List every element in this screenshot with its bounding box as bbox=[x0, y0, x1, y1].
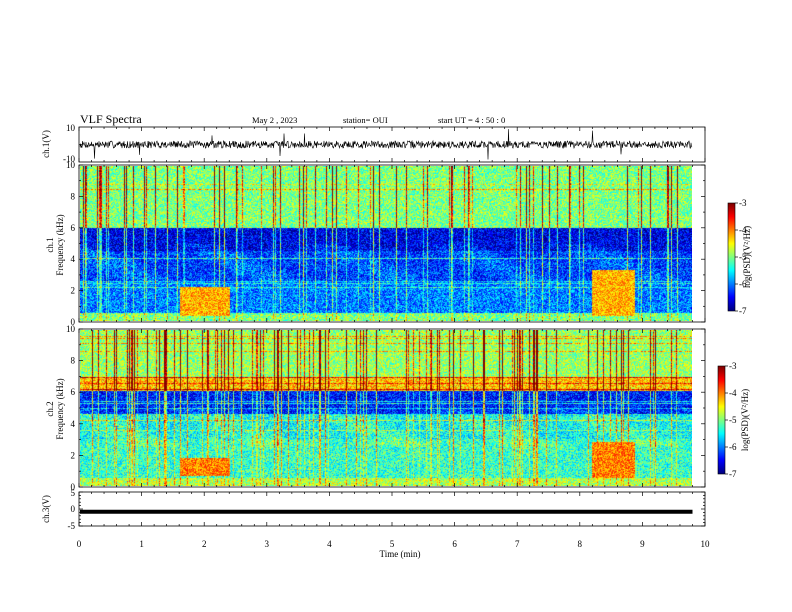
y-tick-label: 0 bbox=[71, 482, 76, 492]
colorbar-tick-label: -7 bbox=[739, 306, 747, 316]
x-tick-label: 0 bbox=[77, 539, 82, 549]
x-tick-label: 10 bbox=[701, 539, 711, 549]
ch3-ytick-top: 5 bbox=[71, 488, 76, 498]
ch1-colorbar bbox=[728, 203, 735, 311]
date-label: May 2 , 2023 bbox=[252, 115, 297, 125]
figure-title: VLF Spectra bbox=[80, 112, 142, 126]
ch2-spectrogram-image bbox=[80, 330, 692, 486]
station-label: station= OUI bbox=[343, 115, 388, 125]
y-tick-label: 10 bbox=[66, 324, 76, 334]
colorbar-tick-label: -6 bbox=[729, 442, 737, 452]
y-tick-label: 2 bbox=[71, 450, 76, 460]
ch3-waveform-frame bbox=[78, 491, 706, 527]
x-tick-label: 2 bbox=[202, 539, 207, 549]
x-axis-tick-labels: 0 1 2 3 4 5 6 7 8 9 10 bbox=[77, 539, 710, 549]
colorbar-tick-label: -4 bbox=[729, 388, 737, 398]
colorbar-tick-label: -3 bbox=[729, 361, 737, 371]
x-tick-label: 6 bbox=[452, 539, 457, 549]
ch2-colorbar bbox=[718, 366, 725, 474]
start-time-label: start UT = 4 : 50 : 0 bbox=[438, 115, 505, 125]
ch1-spectrogram-yticks: 0 2 4 6 8 10 bbox=[66, 160, 706, 327]
ch1-waveform-trace bbox=[79, 129, 693, 160]
ch2-colorbar-ticks: -3 -4 -5 -6 -7 bbox=[725, 361, 737, 479]
ch2-colorbar-label: log(PSD)(V²/Hz) bbox=[740, 389, 750, 451]
ch2-spectrogram-yticks: 0 2 4 6 8 10 bbox=[66, 324, 706, 492]
y-tick-label: 6 bbox=[71, 387, 76, 397]
colorbar-tick-label: -7 bbox=[729, 469, 737, 479]
ch1-colorbar-ticks: -3 -4 -5 -6 -7 bbox=[735, 198, 747, 316]
ch1-ytick-bottom: -10 bbox=[63, 154, 75, 164]
x-tick-label: 5 bbox=[390, 539, 395, 549]
x-tick-label: 9 bbox=[640, 539, 645, 549]
ch3-waveform-panel: 5 0 -5 ch.3(V) bbox=[41, 488, 706, 531]
colorbar-tick-label: -5 bbox=[729, 415, 737, 425]
x-axis-label: Time (min) bbox=[380, 549, 421, 559]
ch1-spectrogram-image bbox=[80, 166, 692, 321]
ch1-waveform-panel: 10 -10 ch.1(V) bbox=[41, 123, 706, 164]
colorbar-tick-label: -5 bbox=[739, 252, 747, 262]
ch1-spectrogram-ylabel-channel: ch.1 bbox=[45, 237, 55, 252]
y-tick-label: 0 bbox=[71, 317, 76, 327]
ch2-spectrogram-ylabel-freq: Frequency (kHz) bbox=[55, 378, 65, 439]
y-tick-label: 4 bbox=[71, 419, 76, 429]
ch1-waveform-ticks bbox=[78, 127, 706, 162]
ch1-colorbar-label: log(PSD)(V²/Hz) bbox=[742, 226, 752, 288]
x-tick-label: 8 bbox=[578, 539, 583, 549]
ch2-spectrogram-ylabel-channel: ch.2 bbox=[45, 401, 55, 416]
ch3-ytick-bottom: -5 bbox=[68, 521, 76, 531]
ch1-ytick-top: 10 bbox=[66, 123, 76, 133]
x-tick-label: 1 bbox=[139, 539, 144, 549]
ch3-waveform-ticks bbox=[78, 491, 706, 527]
colorbar-tick-label: -6 bbox=[739, 279, 747, 289]
y-tick-label: 2 bbox=[71, 286, 76, 296]
ch3-waveform-ylabel: ch.3(V) bbox=[41, 495, 51, 523]
y-tick-label: 8 bbox=[71, 191, 76, 201]
x-tick-label: 3 bbox=[265, 539, 270, 549]
ch1-spectrogram-ylabel-freq: Frequency (kHz) bbox=[55, 214, 65, 275]
y-tick-label: 8 bbox=[71, 356, 76, 366]
colorbar-tick-label: -3 bbox=[739, 198, 747, 208]
y-tick-label: 10 bbox=[66, 160, 76, 170]
y-tick-label: 6 bbox=[71, 223, 76, 233]
ch1-waveform-ylabel: ch.1(V) bbox=[41, 130, 51, 158]
colorbar-tick-label: -4 bbox=[739, 225, 747, 235]
y-tick-label: 4 bbox=[71, 254, 76, 264]
x-tick-label: 7 bbox=[515, 539, 520, 549]
ch3-ytick-mid: 0 bbox=[71, 504, 76, 514]
x-tick-label: 4 bbox=[327, 539, 332, 549]
